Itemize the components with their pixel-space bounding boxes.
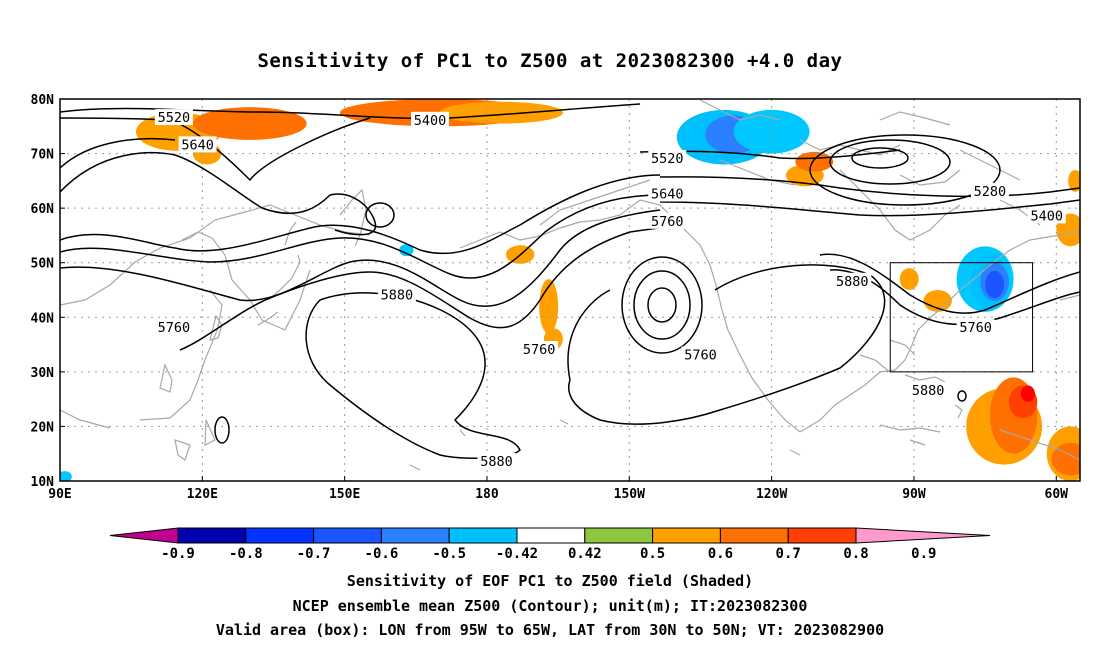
contour-label: 5760 [684, 347, 717, 363]
colorbar-segment [380, 527, 450, 544]
contour-label: 5400 [414, 113, 447, 129]
caption-line-1: Sensitivity of EOF PC1 to Z500 field (Sh… [346, 572, 754, 590]
colorbar-segment [719, 527, 789, 544]
lon-tick-label: 90E [48, 487, 71, 502]
caption-line-3: Valid area (box): LON from 95W to 65W, L… [215, 621, 885, 639]
contour-label: 5280 [974, 184, 1007, 200]
contour-label: 5880 [381, 287, 414, 303]
contour-label-bg [681, 346, 720, 363]
colorbar-tick-label: 0.9 [911, 546, 936, 562]
contour-label: 5760 [158, 320, 191, 336]
colorbar-tick-label: 0.8 [843, 546, 868, 562]
lat-tick-label: 70N [31, 148, 55, 163]
sensitivity-patch [733, 109, 810, 154]
contour-label: 5760 [523, 342, 556, 358]
contour-label-bg [154, 109, 193, 126]
sensitivity-patch [923, 290, 952, 312]
sensitivity-shading [60, 99, 1080, 481]
lat-tick-label: 60N [31, 202, 55, 217]
sensitivity-patch [795, 151, 834, 172]
lat-tick-label: 20N [31, 420, 55, 435]
colorbar-tick-label: -0.8 [229, 546, 263, 562]
colorbar-tick-label: 0.6 [708, 546, 733, 562]
lon-tick-label: 180 [475, 487, 499, 502]
contour-label: 5520 [158, 110, 191, 126]
contour-label: 5520 [651, 151, 684, 167]
contour-label-bg [477, 452, 516, 469]
contour-label: 5400 [1031, 208, 1064, 224]
sensitivity-patch [1020, 385, 1035, 402]
colorbar-tick-label: -0.42 [496, 546, 538, 562]
contour-label-bg [178, 136, 217, 153]
lon-tick-label: 120E [187, 487, 218, 502]
lat-tick-label: 10N [31, 475, 55, 490]
sensitivity-patch [192, 107, 307, 140]
map-frame [59, 98, 1081, 482]
lat-tick-label: 30N [31, 366, 55, 381]
contour-label-bg [970, 182, 1009, 199]
caption-line-2: NCEP ensemble mean Z500 (Contour); unit(… [292, 597, 808, 615]
sensitivity-patch [985, 270, 1005, 299]
colorbar-tick-label: -0.9 [161, 546, 195, 562]
lat-lon-grid [60, 99, 1080, 481]
colorbar-tick-label: -0.5 [432, 546, 466, 562]
map-title: Sensitivity of PC1 to Z500 at 2023082300… [257, 50, 843, 72]
colorbar-segment [652, 527, 721, 544]
lon-tick-label: 60W [1045, 487, 1069, 502]
colorbar: -0.9 -0.8 -0.7 -0.6 -0.5 -0.42 0.42 0.5 0.6 0.7 0.… [109, 527, 991, 562]
contour-label-bg [154, 319, 193, 336]
colorbar-segment [516, 527, 586, 544]
contour-label-bg [520, 341, 559, 358]
contour-label: 5760 [651, 214, 684, 230]
contour-label-bg [648, 150, 687, 167]
colorbar-segment [448, 527, 518, 544]
colorbar-high-triangle [855, 527, 991, 544]
contour-label-bg [909, 381, 948, 398]
lat-tick-label: 50N [31, 257, 55, 272]
sensitivity-patch [1051, 442, 1080, 476]
contour-label-bg [648, 212, 687, 229]
sensitivity-patch [399, 244, 414, 257]
lon-tick-label: 150W [614, 487, 645, 502]
sensitivity-patch [439, 101, 563, 124]
contour-label-bg [648, 185, 687, 202]
contour-label-bg [956, 319, 995, 336]
sensitivity-patch [1068, 169, 1080, 192]
lat-tick-label: 80N [31, 93, 55, 108]
contour-label-bg [1027, 207, 1066, 224]
contour-labels: 5520 5640 5400 5520 5640 5760 5280 5400 5760 5880… [154, 109, 1066, 470]
lon-tick-label: 120W [756, 487, 787, 502]
valid-area-box [889, 262, 1034, 373]
contour-label-bg [833, 272, 872, 289]
lon-tick-label: 90W [902, 487, 926, 502]
colorbar-tick-label: 0.7 [776, 546, 801, 562]
colorbar-segment [584, 527, 654, 544]
colorbar-tick-label: -0.6 [365, 546, 399, 562]
colorbar-tick-label: 0.5 [640, 546, 665, 562]
colorbar-tick-label: -0.7 [297, 546, 331, 562]
sensitivity-patch [899, 268, 919, 291]
colorbar-segment [313, 527, 382, 544]
colorbar-segment [245, 527, 315, 544]
map-axes: 90E 120E 150E 180 150W 120W 90W 60W 10N 20N 30N 40N… [31, 93, 1069, 502]
contour-label-bg [411, 111, 450, 128]
sensitivity-patch [60, 471, 72, 481]
colorbar-tick-label: 0.42 [568, 546, 602, 562]
lat-tick-label: 40N [31, 311, 55, 326]
colorbar-segment [787, 527, 857, 544]
colorbar-low-triangle [109, 527, 179, 544]
contour-label: 5640 [651, 187, 684, 203]
contour-label: 5640 [181, 137, 214, 153]
contour-label: 5880 [912, 383, 945, 399]
contour-label-bg [377, 286, 416, 303]
contour-label: 5760 [959, 320, 992, 336]
contour-label: 5880 [836, 274, 869, 290]
colorbar-segment [177, 527, 247, 544]
lon-tick-label: 150E [329, 487, 360, 502]
contour-label: 5880 [480, 454, 513, 470]
